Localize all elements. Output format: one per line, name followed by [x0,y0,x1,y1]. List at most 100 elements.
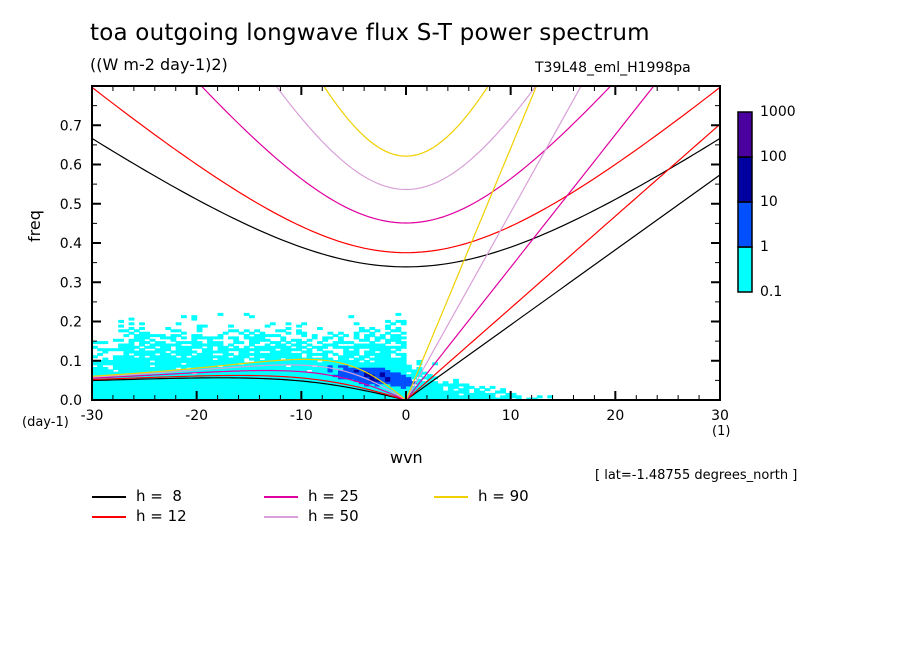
power-cell [416,392,423,396]
power-cell [301,397,308,400]
power-cell [437,383,444,387]
legend-label: h = 50 [308,507,359,525]
power-cell [92,390,98,394]
power-cell [254,388,260,392]
power-cell [196,395,203,399]
power-cell [348,350,355,354]
power-cell [390,345,397,349]
power-cell [301,362,308,366]
power-cell [364,369,370,373]
power-cell [364,338,370,342]
power-cell [139,360,145,363]
power-cell [196,388,203,392]
power-cell [301,390,308,394]
power-cell [243,367,250,370]
power-cell [442,381,449,385]
chart-title: toa outgoing longwave flux S-T power spe… [90,20,650,46]
power-cell [285,381,292,385]
power-cell [128,317,135,321]
power-cell [301,334,308,338]
power-cell [254,390,260,394]
power-cell [165,388,172,392]
power-cell [175,329,182,333]
power-cell [102,383,109,387]
power-cell [306,352,313,356]
power-cell [212,397,219,400]
power-cell [400,357,407,361]
power-cell [395,341,402,345]
power-cell [264,385,271,389]
power-cell [395,388,402,392]
power-cell [243,395,250,399]
power-cell [207,343,213,347]
power-cell [311,336,318,340]
power-cell [358,376,365,380]
y-tick-label: 0.0 [60,393,82,409]
power-cell [118,343,124,347]
power-cell [395,345,402,349]
power-cell [296,355,302,359]
power-cell [123,329,130,333]
power-cell [196,381,203,385]
power-cell [421,392,428,396]
power-cell [285,392,292,396]
power-cell [290,371,297,375]
power-cell [353,322,360,326]
power-cell [280,376,287,380]
power-cell [170,392,177,396]
power-cell [118,345,124,349]
power-cell [379,336,386,340]
power-cell [186,392,192,396]
power-cell [322,392,329,396]
power-cell [364,390,370,394]
power-cell [191,369,198,373]
power-cell [317,357,323,361]
power-cell [317,392,323,396]
power-cell [186,341,192,345]
power-cell [458,388,465,392]
power-cell [374,381,381,385]
power-cell [217,336,224,340]
power-cell [338,345,344,349]
power-cell [296,352,302,356]
power-cell [175,390,182,394]
power-cell [358,357,365,361]
power-cell [369,381,376,385]
power-cell [416,385,423,389]
power-cell [275,357,281,361]
power-cell [139,322,145,326]
power-cell [364,336,370,340]
power-cell [259,392,266,396]
power-cell [369,352,376,356]
inertia-gravity-curve [323,86,489,157]
power-cell [285,362,292,366]
power-cell [217,355,224,359]
power-cell [317,367,323,370]
power-cell [306,348,313,352]
power-cell [238,392,245,396]
y-tick-label: 0.2 [60,315,82,331]
power-cell [128,362,135,366]
power-cell [139,336,145,340]
power-cell [275,374,281,378]
power-cell [374,392,381,396]
power-cell [97,388,103,392]
power-cell [280,383,287,387]
power-cell [280,367,287,370]
power-cell [280,390,287,394]
power-cell [348,369,355,373]
power-cell [348,397,355,400]
power-cell [92,369,98,373]
power-cell [112,390,119,394]
power-cell [133,395,140,399]
power-cell [390,338,397,342]
power-cell [112,388,119,392]
power-cell [353,395,360,399]
power-cell [505,392,512,396]
power-cell [133,388,140,392]
power-cell [102,397,109,400]
power-cell [118,392,124,396]
power-cell [374,338,381,342]
power-cell [311,395,318,399]
power-cell [212,392,219,396]
